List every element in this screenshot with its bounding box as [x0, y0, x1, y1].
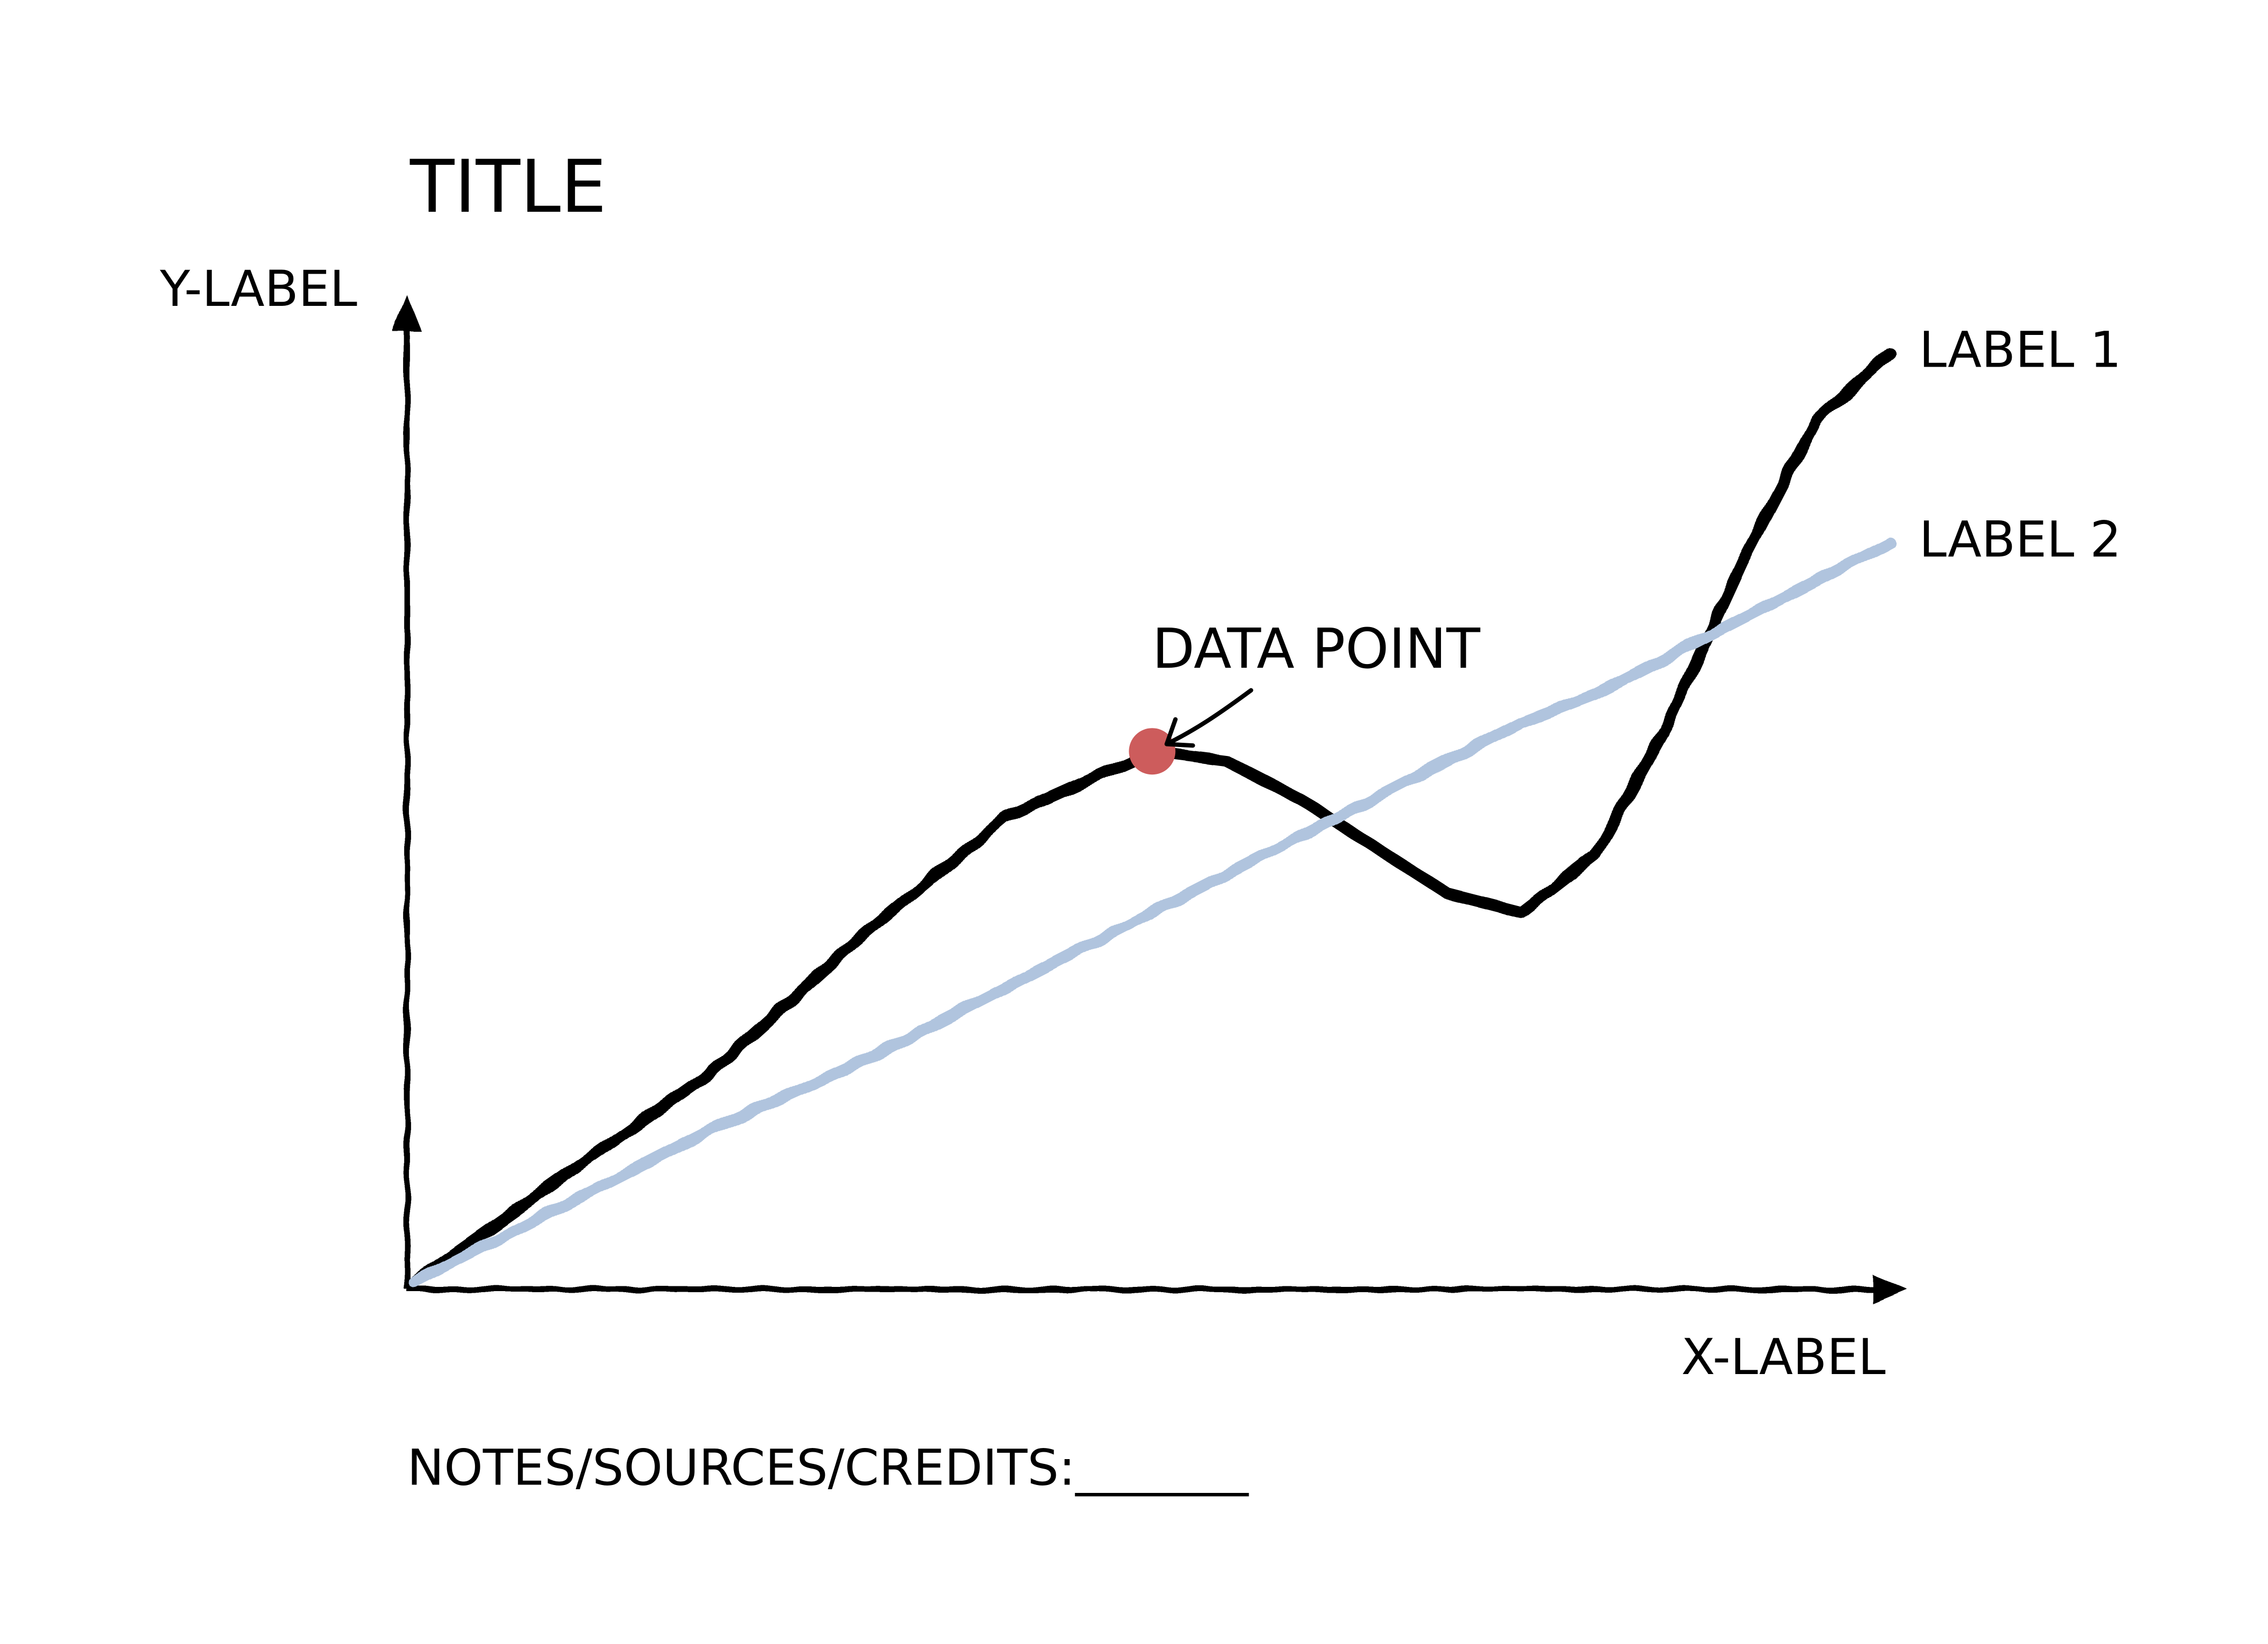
series-line — [408, 347, 1896, 1288]
axes — [392, 295, 1908, 1304]
chart-title: TITLE — [410, 145, 607, 229]
y-axis-arrow — [392, 295, 422, 332]
annotation-arrow — [1164, 688, 1253, 748]
x-axis-arrow — [1872, 1275, 1908, 1304]
data-point — [1129, 728, 1176, 775]
plot-area — [408, 347, 1896, 1288]
series-label: LABEL 1 — [1919, 322, 2122, 379]
y-axis-label: Y-LABEL — [160, 260, 357, 318]
x-axis-label: X-LABEL — [1681, 1329, 1886, 1386]
notes: NOTES/SOURCES/CREDITS:_______ — [407, 1439, 1249, 1497]
series-line — [408, 537, 1896, 1288]
annotation-text: DATA POINT — [1152, 616, 1481, 681]
series-label: LABEL 2 — [1919, 511, 2122, 568]
